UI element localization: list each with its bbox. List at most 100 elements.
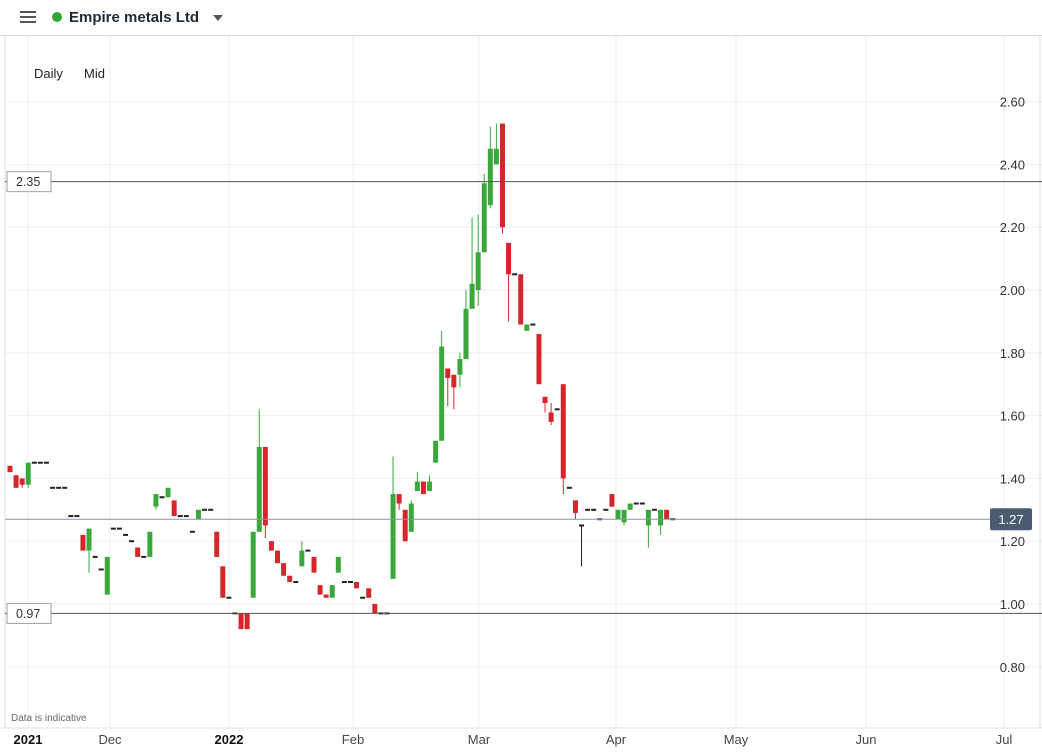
interval-selector[interactable]: Daily: [34, 66, 63, 81]
chart-header: Empire metals Ltd: [0, 0, 1042, 36]
candle-body: [396, 494, 402, 504]
candle: [615, 509, 621, 520]
candle: [658, 509, 664, 535]
x-tick-label: Feb: [342, 732, 364, 747]
candle: [171, 500, 177, 517]
candle: [165, 487, 171, 498]
candle-body: [214, 531, 220, 557]
candle: [25, 462, 31, 488]
candle: [572, 500, 578, 520]
candle: [645, 509, 651, 548]
candle: [664, 509, 670, 520]
candle-body: [621, 509, 627, 523]
candle: [299, 541, 305, 567]
axes: 0.80 1.00 1.20 1.40 1.60 1.80 2.00 2.20 2.40 2.60…: [14, 95, 1025, 747]
candle: [506, 242, 512, 322]
price-type-selector[interactable]: Mid: [84, 66, 105, 81]
y-tick-label: 2.20: [1000, 220, 1025, 235]
hamburger-menu-icon[interactable]: [20, 9, 38, 25]
candle: [86, 528, 92, 573]
candle-body: [311, 556, 317, 573]
candle: [287, 575, 293, 583]
candle: [390, 456, 396, 579]
candle-body: [104, 556, 110, 595]
candle-body: [451, 374, 457, 388]
candle: [621, 509, 627, 526]
candle-body: [13, 475, 19, 488]
candle-body: [481, 183, 487, 253]
candle-body: [536, 333, 542, 385]
x-tick-label: Dec: [98, 732, 122, 747]
candle: [104, 556, 110, 595]
candle-body: [475, 252, 481, 290]
candle-body: [457, 359, 463, 375]
price-chart[interactable]: 2.35 0.97 1.27 0.80 1.00 1.20 1.40 1.60 1.80 2.0…: [0, 36, 1042, 752]
price-level-label: 0.97: [16, 607, 40, 621]
y-tick-label: 1.60: [1000, 409, 1025, 424]
candle-body: [463, 308, 469, 360]
candle-body: [195, 509, 201, 520]
candle-body: [572, 500, 578, 513]
candle: [445, 368, 451, 407]
candle-body: [420, 481, 426, 495]
y-tick-label: 2.40: [1000, 157, 1025, 172]
candle: [250, 531, 256, 598]
candle: [329, 585, 335, 598]
candle: [469, 217, 475, 309]
candle-body: [548, 412, 554, 422]
candle-body: [19, 478, 25, 485]
candle: [135, 547, 141, 557]
candle-body: [664, 509, 670, 520]
candle: [481, 173, 487, 253]
candle-body: [609, 494, 615, 507]
candle-body: [323, 594, 329, 598]
price-level-box: [6, 171, 52, 193]
price-level-box: [6, 602, 52, 624]
candle: [80, 534, 86, 551]
candle: [256, 409, 262, 532]
candle-body: [487, 148, 493, 206]
candle: [560, 384, 566, 495]
current-price-label: 1.27: [998, 512, 1023, 527]
candle: [354, 582, 360, 589]
candle: [402, 509, 408, 542]
candle-body: [153, 494, 159, 507]
candle: [195, 509, 201, 520]
x-tick-label: Jul: [996, 732, 1013, 747]
candle: [220, 566, 226, 598]
candle-body: [299, 550, 305, 567]
candle: [317, 585, 323, 595]
candle: [427, 475, 433, 491]
candle: [579, 524, 585, 567]
candle: [366, 588, 372, 598]
candle-body: [7, 465, 13, 473]
candle: [487, 126, 493, 209]
candle-body: [493, 148, 499, 165]
candle-body: [335, 556, 341, 573]
y-tick-label: 2.60: [1000, 95, 1025, 110]
candle-body: [518, 274, 524, 325]
x-tick-label: Mar: [468, 732, 491, 747]
candle-body: [287, 575, 293, 583]
candle: [475, 214, 481, 306]
x-tick-label: 2021: [14, 732, 43, 747]
candle: [238, 613, 244, 630]
candle-body: [658, 509, 664, 526]
y-tick-label: 1.40: [1000, 471, 1025, 486]
candle: [463, 290, 469, 360]
candle-body: [250, 531, 256, 598]
candle: [609, 494, 615, 507]
candle-body: [317, 585, 323, 595]
candle-body: [439, 346, 445, 441]
candle-body: [281, 563, 287, 576]
candle-body: [135, 547, 141, 557]
candle-body: [414, 481, 420, 491]
instrument-name[interactable]: Empire metals Ltd: [69, 9, 200, 26]
candle: [323, 594, 329, 598]
candle: [536, 333, 542, 385]
candle: [7, 465, 13, 473]
candle-body: [171, 500, 177, 517]
candle-body: [220, 566, 226, 598]
candle: [499, 123, 505, 234]
chevron-down-icon[interactable]: [213, 15, 223, 21]
